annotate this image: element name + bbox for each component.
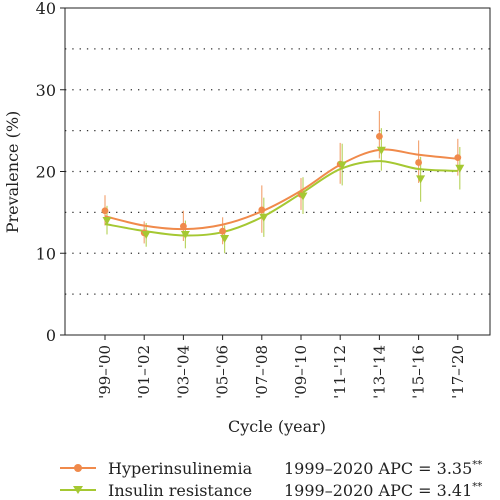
data-point bbox=[337, 161, 347, 170]
x-tick-label: '09–'10 bbox=[292, 345, 310, 399]
data-point bbox=[415, 159, 422, 166]
legend-apc: 1999–2020 APC = 3.35** bbox=[284, 459, 482, 478]
data-point bbox=[219, 227, 227, 235]
error-bars bbox=[104, 111, 461, 254]
data-point bbox=[376, 132, 383, 140]
apc-text: 1999–2020 APC = 3.35 bbox=[284, 459, 473, 478]
apc-text: 1999–2020 APC = 3.41 bbox=[284, 481, 473, 500]
data-markers bbox=[101, 132, 465, 244]
legend-label: Hyperinsulinemia bbox=[108, 459, 253, 478]
data-point bbox=[376, 146, 386, 155]
data-point bbox=[220, 235, 230, 244]
data-point bbox=[416, 175, 426, 184]
data-point bbox=[180, 222, 187, 230]
data-point bbox=[455, 164, 465, 173]
x-tick-label: '07–'08 bbox=[253, 345, 271, 399]
x-tick-label: '17–'20 bbox=[449, 345, 467, 399]
legend: Hyperinsulinemia 1999–2020 APC = 3.35** … bbox=[58, 458, 498, 500]
data-point bbox=[454, 154, 462, 162]
trend-line bbox=[104, 160, 458, 237]
x-tick-label: '11–'12 bbox=[331, 345, 349, 399]
y-tick-label: 20 bbox=[36, 163, 56, 182]
x-tick-label: '13–'14 bbox=[370, 345, 388, 399]
x-tick-label: '05–'06 bbox=[214, 345, 232, 399]
trend-curves bbox=[104, 148, 458, 237]
x-tick-label: '99–'00 bbox=[96, 345, 114, 399]
apc-significance: ** bbox=[472, 481, 483, 493]
y-axis-label: Prevalence (%) bbox=[3, 111, 22, 234]
data-point bbox=[141, 230, 151, 239]
triangle-down-marker-icon bbox=[60, 486, 96, 494]
apc-significance: ** bbox=[472, 459, 483, 471]
trend-line bbox=[104, 148, 458, 231]
data-point bbox=[180, 230, 190, 239]
data-point bbox=[259, 213, 269, 222]
data-point bbox=[298, 192, 308, 201]
data-point bbox=[101, 207, 109, 215]
legend-item-hyperinsulinemia: Hyperinsulinemia 1999–2020 APC = 3.35** bbox=[58, 458, 498, 478]
x-tick-label: '15–'16 bbox=[410, 345, 428, 399]
y-tick-label: 40 bbox=[36, 0, 56, 18]
legend-label: Insulin resistance bbox=[108, 481, 253, 500]
data-point bbox=[258, 206, 266, 214]
legend-apc: 1999–2020 APC = 3.41** bbox=[284, 481, 482, 500]
y-tick-label: 30 bbox=[36, 81, 56, 100]
y-tick-label: 10 bbox=[36, 244, 56, 263]
data-point bbox=[102, 217, 112, 226]
circle-marker-icon bbox=[60, 464, 96, 472]
x-tick-label: '03–'04 bbox=[174, 345, 192, 399]
legend-item-insulin-resistance: Insulin resistance 1999–2020 APC = 3.41*… bbox=[58, 480, 498, 500]
x-tick-label: '01–'02 bbox=[135, 345, 153, 399]
y-tick-label: 0 bbox=[46, 326, 56, 345]
x-axis-ticks: '99–'00 '01–'02 '03–'04 '05–'06 '07–'08 '09–'… bbox=[96, 335, 467, 399]
y-axis-ticks: 0 10 20 30 40 bbox=[36, 0, 65, 345]
x-axis-label: Cycle (year) bbox=[228, 417, 326, 436]
gridlines bbox=[65, 48, 490, 295]
